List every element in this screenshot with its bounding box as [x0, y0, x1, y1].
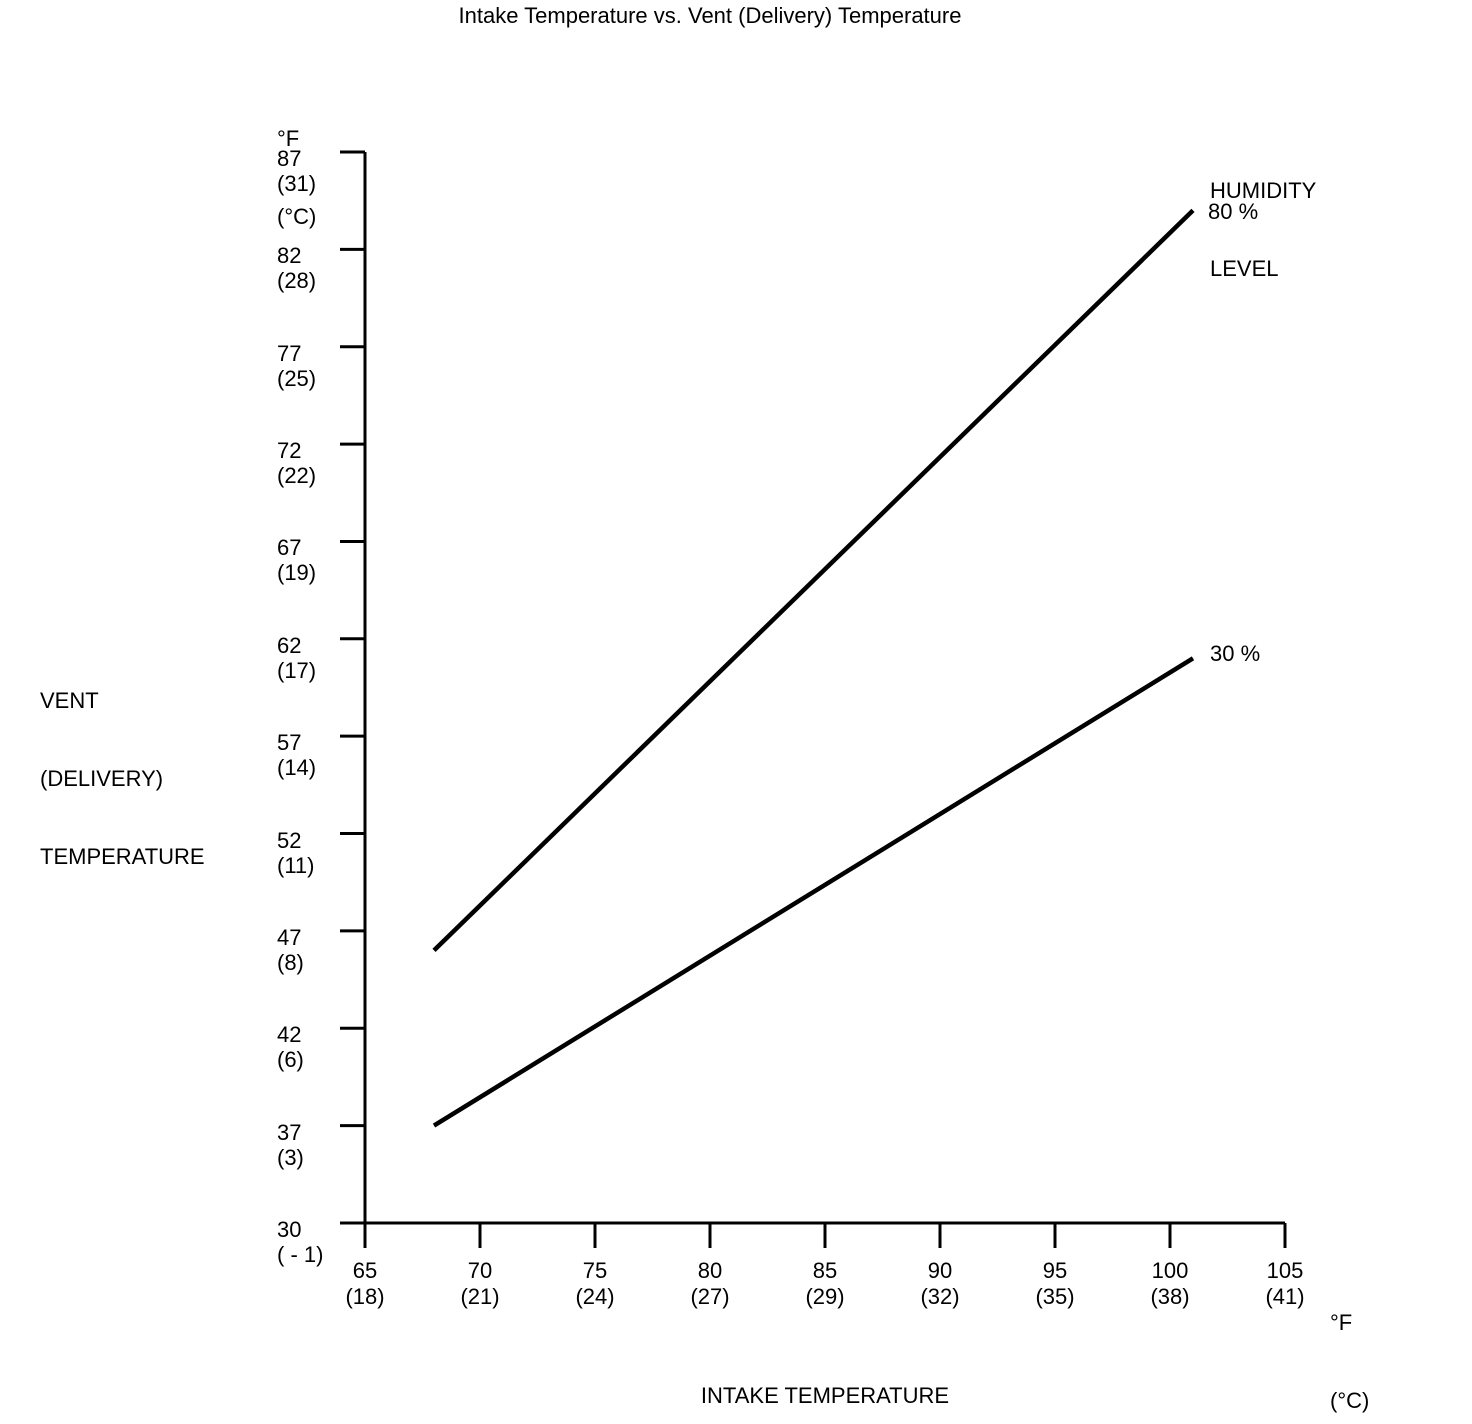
x-tick-celsius: (21): [460, 1284, 500, 1309]
y-tick-label: 57 (14): [277, 730, 316, 780]
legend-title-line: LEVEL: [1210, 256, 1279, 281]
legend-title-line: HUMIDITY: [1210, 178, 1317, 203]
x-tick-celsius: (38): [1150, 1284, 1190, 1309]
y-tick-fahrenheit: 30: [277, 1216, 302, 1242]
y-tick-celsius: (31): [277, 171, 317, 196]
y-tick-celsius: ( - 1): [277, 1241, 324, 1267]
y-tick-label: 62 (17): [277, 633, 316, 683]
x-tick-celsius: (27): [690, 1284, 730, 1309]
legend-title: HUMIDITY LEVEL: [1210, 126, 1316, 334]
y-axis-title-line: VENT: [40, 688, 99, 713]
y-tick-label: 82 (28): [277, 243, 316, 293]
x-tick-fahrenheit: 75: [582, 1258, 608, 1283]
y-axis-title-line: TEMPERATURE: [40, 844, 205, 869]
y-tick-label: 42 (6): [277, 1022, 304, 1072]
x-tick-label: 90 (32): [880, 1258, 1000, 1310]
y-tick-fahrenheit: 37: [277, 1119, 302, 1145]
x-tick-fahrenheit: 70: [467, 1258, 493, 1283]
x-tick-fahrenheit: 95: [1042, 1258, 1068, 1283]
y-tick-celsius: (8): [277, 949, 304, 975]
y-tick-label: 30( - 1): [277, 1217, 323, 1267]
y-tick-fahrenheit: 67: [277, 535, 302, 561]
x-tick-fahrenheit: 90: [927, 1258, 953, 1283]
x-axis-unit-f: °F: [1330, 1310, 1353, 1335]
x-tick-fahrenheit: 65: [352, 1258, 378, 1283]
y-tick-celsius: (14): [277, 755, 317, 781]
y-tick-fahrenheit: 87: [277, 146, 302, 171]
x-tick-celsius: (18): [345, 1284, 385, 1309]
y-tick-fahrenheit: 57: [277, 730, 302, 756]
y-tick-fahrenheit: 47: [277, 924, 302, 950]
y-tick-label: 67 (19): [277, 535, 316, 585]
y-axis-unit-f: °F: [277, 126, 300, 151]
y-tick-fahrenheit: 82: [277, 243, 302, 269]
y-axis-title: VENT (DELIVERY) TEMPERATURE: [40, 636, 205, 922]
x-axis-unit: °F (°C): [1330, 1258, 1369, 1424]
series-line-80: [432, 208, 1195, 953]
y-tick-fahrenheit: 72: [277, 438, 302, 464]
y-tick-celsius: (6): [277, 1047, 304, 1073]
y-tick-label: 87 (31): [277, 146, 316, 196]
y-tick-label: 77 (25): [277, 341, 316, 391]
y-tick-fahrenheit: 52: [277, 827, 302, 853]
y-tick-fahrenheit: 77: [277, 340, 302, 366]
x-tick-fahrenheit: 105: [1266, 1258, 1304, 1283]
y-tick-label: 37 (3): [277, 1120, 304, 1170]
y-tick-label: 72 (22): [277, 438, 316, 488]
x-tick-label: 65 (18): [305, 1258, 425, 1310]
x-axis-unit-c: (°C): [1330, 1388, 1370, 1413]
y-tick-celsius: (19): [277, 560, 317, 586]
chart-title: Intake Temperature vs. Vent (Delivery) T…: [458, 3, 962, 28]
x-tick-celsius: (24): [575, 1284, 615, 1309]
x-tick-label: 80 (27): [650, 1258, 770, 1310]
x-tick-celsius: (29): [805, 1284, 845, 1309]
x-tick-fahrenheit: 80: [697, 1258, 723, 1283]
y-tick-celsius: (3): [277, 1144, 304, 1170]
series-label-80: 80 %: [1208, 199, 1259, 224]
x-tick-celsius: (32): [920, 1284, 960, 1309]
x-tick-fahrenheit: 85: [812, 1258, 838, 1283]
x-tick-label: 75 (24): [535, 1258, 655, 1310]
x-tick-celsius: (35): [1035, 1284, 1075, 1309]
y-axis-unit-c: (°C): [277, 204, 317, 229]
y-tick-fahrenheit: 62: [277, 632, 302, 658]
series-line-30: [432, 656, 1195, 1128]
x-tick-celsius: (41): [1265, 1284, 1305, 1309]
x-axis-title: INTAKE TEMPERATURE: [700, 1383, 950, 1408]
y-tick-celsius: (28): [277, 268, 317, 294]
y-axis-unit: °F (°C): [277, 74, 316, 282]
x-tick-label: 85 (29): [765, 1258, 885, 1310]
y-tick-celsius: (22): [277, 463, 317, 489]
x-tick-label: 105 (41): [1225, 1258, 1345, 1310]
y-tick-fahrenheit: 42: [277, 1022, 302, 1048]
x-tick-fahrenheit: 100: [1151, 1258, 1189, 1283]
y-tick-label: 47 (8): [277, 925, 304, 975]
y-axis-title-line: (DELIVERY): [40, 766, 164, 791]
y-tick-celsius: (17): [277, 657, 317, 683]
y-tick-celsius: (25): [277, 365, 317, 391]
series-label-30: 30 %: [1210, 641, 1261, 666]
x-tick-label: 100 (38): [1110, 1258, 1230, 1310]
y-tick-celsius: (11): [277, 852, 315, 878]
x-tick-label: 70 (21): [420, 1258, 540, 1310]
y-tick-label: 52 (11): [277, 828, 315, 878]
x-tick-label: 95 (35): [995, 1258, 1115, 1310]
